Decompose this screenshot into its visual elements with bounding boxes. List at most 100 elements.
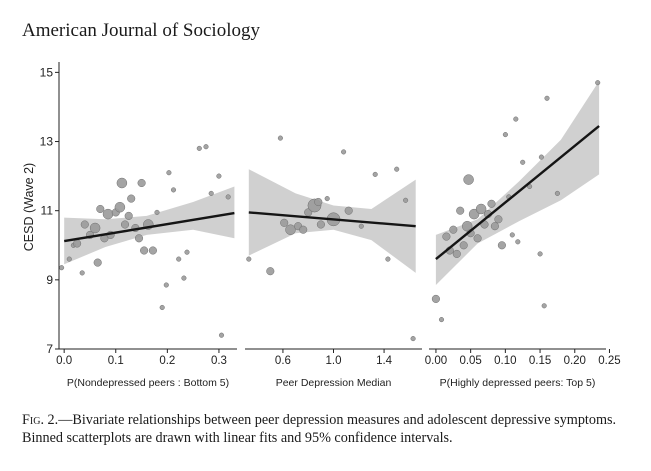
- data-point: [456, 206, 465, 215]
- data-point: [163, 282, 169, 288]
- data-point: [208, 190, 214, 196]
- y-tick-label: 15: [40, 65, 54, 79]
- data-point: [385, 256, 391, 262]
- data-point: [344, 206, 353, 215]
- x-tick-label: 0.6: [275, 355, 291, 367]
- data-point: [59, 265, 65, 271]
- data-point: [170, 187, 177, 193]
- y-tick-label: 11: [41, 204, 54, 218]
- data-point: [277, 135, 283, 141]
- data-point: [341, 149, 347, 155]
- fit-line: [435, 125, 600, 261]
- data-point: [120, 220, 130, 229]
- data-point: [403, 197, 409, 203]
- data-point: [148, 246, 157, 255]
- data-point: [473, 234, 482, 243]
- data-point: [102, 208, 114, 220]
- data-point: [225, 194, 231, 200]
- data-point: [316, 220, 325, 229]
- x-tick-label: 0.0: [56, 355, 72, 367]
- x-tick-label: 0.25: [598, 355, 620, 367]
- x-axis-label: P(Highly depressed peers: Top 5): [440, 377, 596, 389]
- data-point: [280, 218, 289, 227]
- panel-1: 0.0 0.1 0.2 0.3 P(Nondepressed peers : Botto…: [40, 62, 237, 389]
- data-point: [541, 303, 547, 309]
- x-tick-label: 0.05: [459, 355, 481, 367]
- data-point: [73, 239, 82, 248]
- data-point: [140, 246, 149, 255]
- x-tick-label: 0.1: [108, 355, 124, 367]
- data-point: [502, 132, 508, 138]
- data-point: [285, 224, 296, 235]
- y-tick-label: 13: [40, 135, 54, 149]
- data-point: [410, 336, 416, 342]
- figure-caption: Fig. 2.—Bivariate relationships between …: [22, 411, 622, 447]
- data-point: [89, 222, 101, 234]
- data-point: [116, 177, 128, 189]
- data-point: [372, 171, 378, 177]
- data-point: [394, 166, 400, 172]
- data-point: [324, 196, 330, 202]
- data-point: [513, 116, 519, 122]
- data-point: [537, 251, 543, 257]
- y-tick-label: 7: [46, 342, 53, 356]
- x-axis-label: P(Nondepressed peers : Bottom 5): [67, 377, 229, 389]
- caption-text: —Bivariate relationships between peer de…: [22, 412, 617, 446]
- x-tick-label: 0.3: [211, 355, 227, 367]
- figure-2: CESD (Wave 2) 0.0 0.1 0.2 0.3 P(Nondepressed…: [22, 62, 621, 389]
- data-point: [181, 275, 187, 281]
- data-point: [80, 220, 89, 229]
- data-point: [490, 222, 499, 231]
- data-point: [475, 203, 487, 215]
- panel-2: 0.6 1.0 1.4 Peer Depression Median: [245, 135, 422, 389]
- x-tick-label: 0.15: [529, 355, 551, 367]
- x-tick-label: 0.20: [564, 355, 586, 367]
- scatter-panels: 0.0 0.1 0.2 0.3 P(Nondepressed peers : Botto…: [40, 62, 621, 389]
- data-point: [127, 194, 136, 203]
- data-point: [176, 256, 182, 262]
- panel-3: 0.00 0.05 0.10 0.15 0.20 0.25P(Highly depress…: [425, 80, 621, 389]
- data-point: [515, 239, 521, 245]
- x-tick-label: 0.00: [425, 355, 447, 367]
- data-point: [299, 225, 308, 234]
- data-point: [509, 232, 515, 238]
- data-point: [538, 154, 544, 160]
- data-point: [520, 159, 526, 165]
- data-point: [203, 144, 209, 150]
- data-point: [124, 211, 133, 220]
- data-point: [93, 258, 102, 267]
- confidence-band: [435, 81, 600, 285]
- data-point: [266, 267, 275, 276]
- x-tick-label: 1.0: [326, 355, 342, 367]
- data-point: [442, 232, 451, 241]
- data-point: [487, 199, 496, 208]
- x-tick-label: 0.10: [494, 355, 516, 367]
- fit-line: [64, 211, 235, 243]
- data-point: [79, 270, 85, 276]
- data-point: [463, 174, 474, 185]
- data-point: [314, 197, 323, 207]
- data-point: [134, 234, 144, 243]
- data-point: [358, 223, 364, 229]
- data-point: [166, 170, 172, 176]
- journal-title: American Journal of Sociology: [22, 20, 260, 41]
- data-point: [196, 145, 202, 151]
- data-point: [66, 256, 72, 262]
- data-point: [246, 256, 252, 262]
- data-point: [137, 178, 146, 188]
- y-axis-label: CESD (Wave 2): [22, 163, 36, 251]
- data-point: [184, 249, 190, 255]
- data-point: [438, 317, 445, 323]
- y-tick-label: 9: [46, 273, 53, 287]
- data-point: [218, 332, 225, 338]
- data-point: [452, 249, 461, 258]
- x-axis-label: Peer Depression Median: [276, 377, 392, 389]
- data-point: [449, 225, 458, 234]
- data-point: [114, 201, 126, 213]
- data-point: [154, 209, 160, 215]
- data-point: [497, 241, 506, 250]
- x-tick-label: 1.4: [376, 355, 393, 367]
- fit-line: [248, 211, 416, 228]
- data-point: [494, 215, 503, 224]
- data-point: [159, 304, 165, 311]
